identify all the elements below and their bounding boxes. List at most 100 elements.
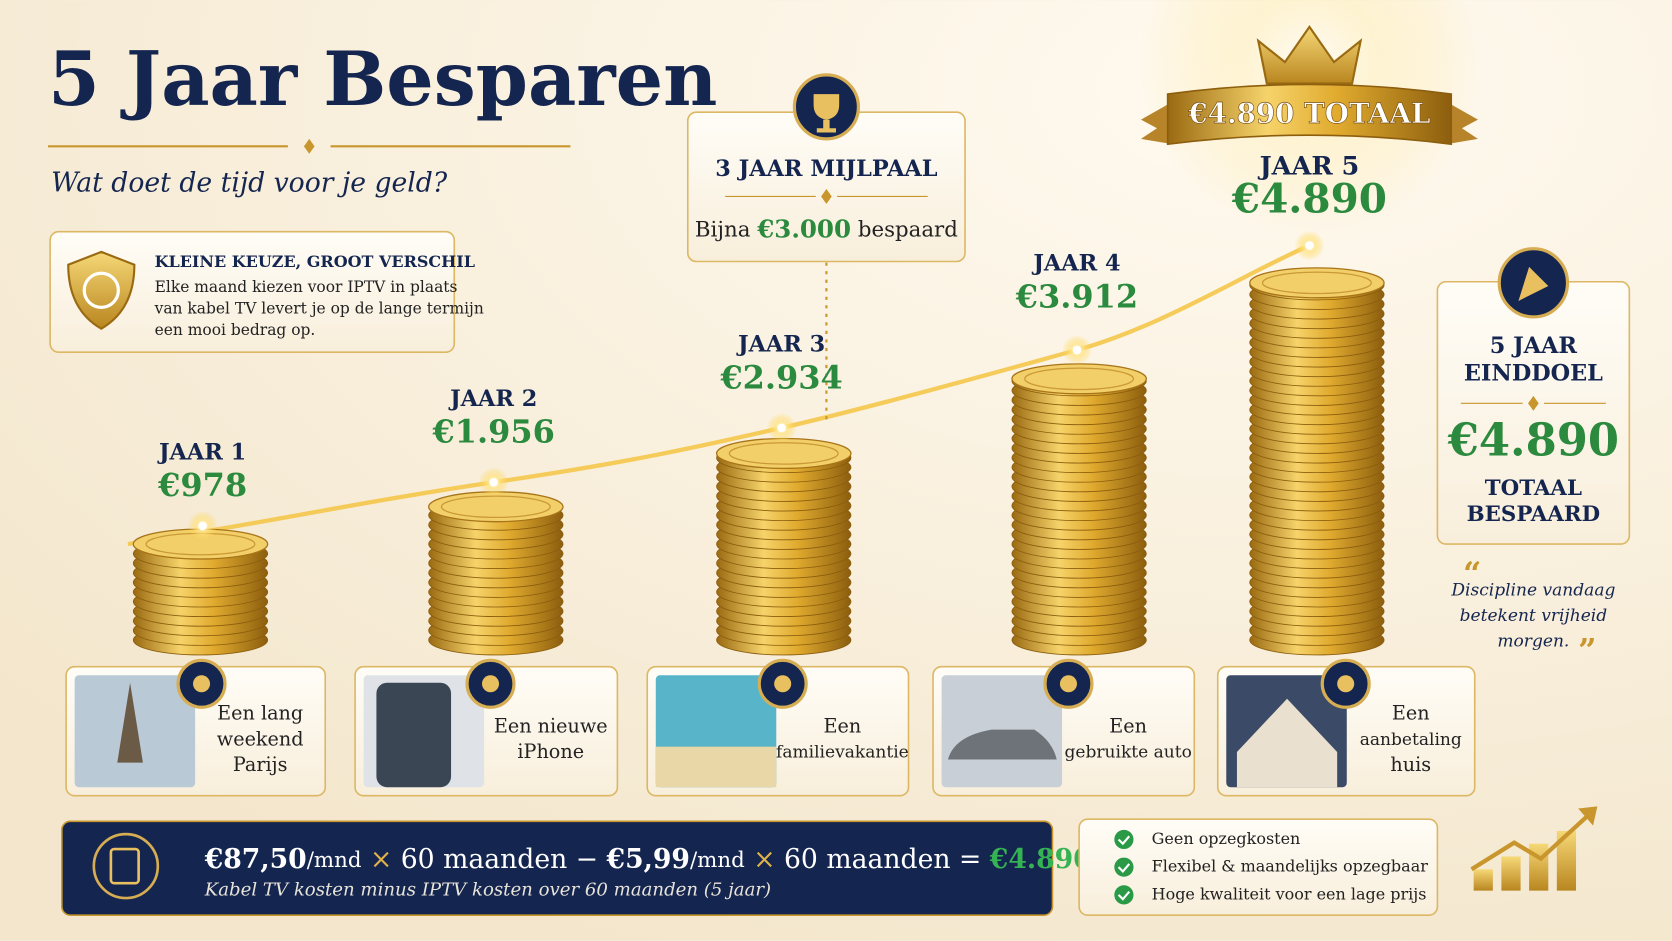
reward-text: Een nieuwe	[494, 714, 608, 737]
formula-box	[61, 820, 1054, 916]
reward-text: Een lang	[217, 702, 303, 725]
icon-mark	[1059, 675, 1077, 693]
year-label: JAAR 4	[1031, 251, 1120, 277]
trophy-icon	[813, 94, 840, 133]
coin-top	[1249, 267, 1385, 299]
coin-inner	[728, 442, 839, 465]
intro-text: Elke maand kiezen voor IPTV in plaats	[155, 278, 458, 296]
reward-text: huis	[1390, 753, 1431, 776]
year-amount: €978	[157, 466, 247, 504]
check	[1114, 857, 1134, 877]
milestone-amount: €3.000	[756, 214, 851, 243]
reward-text: Een	[1109, 714, 1147, 737]
growth-bar	[1501, 856, 1521, 891]
check-mark	[1117, 835, 1131, 846]
growth-bar	[1473, 869, 1493, 891]
shield-icon	[67, 250, 136, 330]
check	[1114, 885, 1134, 905]
milestone-heading: 3 JAAR MIJLPAAL	[715, 156, 938, 182]
curve-dot	[198, 521, 207, 531]
quote-line: morgen.	[1497, 632, 1569, 652]
intro-text: van kabel TV levert je op de lange termi…	[154, 299, 484, 317]
icon-mark	[1337, 675, 1355, 693]
eiffel	[117, 682, 143, 763]
crown	[1256, 25, 1363, 85]
reward-text: Een	[1392, 702, 1430, 725]
intro-text: een mooi bedrag op.	[155, 321, 316, 339]
coin-inner	[1261, 271, 1372, 295]
curve-dot	[777, 423, 786, 433]
diamond	[303, 138, 315, 154]
goal-heading: 5 JAAR	[1490, 333, 1578, 359]
growth-arrowhead	[1578, 806, 1598, 826]
year-label: JAAR 5	[1258, 152, 1360, 182]
phone	[376, 682, 452, 788]
banner-text: €4.890 TOTAAL	[1187, 97, 1430, 130]
quote-line: Discipline vandaag	[1450, 580, 1615, 600]
reward-text: familievakantie	[776, 743, 909, 763]
formula-part: €5,99	[606, 844, 690, 875]
formula-part: /mnd	[307, 847, 362, 872]
reward-text: gebruikte auto	[1064, 743, 1191, 763]
goal-footer: BESPAARD	[1467, 502, 1600, 527]
check	[1114, 829, 1134, 850]
formula: €87,50/mnd × 60 maanden − €5,99/mnd × 60…	[204, 844, 1138, 875]
year-amount: €1.956	[432, 413, 555, 451]
coin-inner	[1024, 367, 1135, 391]
quote-line: betekent vrijheid	[1460, 606, 1608, 626]
coin-stack	[428, 491, 564, 656]
curve-dot	[1072, 345, 1082, 355]
formula-part: /mnd	[690, 847, 745, 872]
formula-caption: Kabel TV kosten minus IPTV kosten over 6…	[204, 880, 771, 901]
beach	[655, 746, 777, 788]
coin-stack	[132, 528, 269, 656]
benefit: Flexibel & maandelijks opzegbaar	[1152, 857, 1429, 876]
reward-text: iPhone	[517, 740, 584, 763]
goal-footer: TOTAAL	[1485, 476, 1582, 501]
growth-arrow	[1470, 811, 1593, 872]
milestone-text: Bijna €3.000 bespaard	[695, 214, 958, 243]
reward-text: weekend	[217, 727, 304, 750]
quote-open: “	[1463, 555, 1481, 593]
party-icon	[1518, 266, 1549, 301]
year-label: JAAR 3	[736, 332, 825, 358]
formula-part: €87,50	[204, 844, 307, 875]
formula-part: 60 maanden	[784, 844, 951, 875]
card	[49, 230, 456, 353]
curve-dot	[1305, 241, 1314, 250]
check-mark	[1117, 863, 1131, 874]
year-amount: €2.934	[719, 358, 842, 396]
house	[1236, 698, 1338, 788]
quote-close: ”	[1578, 631, 1596, 669]
formula-part: ×	[753, 844, 775, 875]
icon-mark	[193, 675, 211, 693]
check-mark	[1117, 891, 1131, 901]
formula-part: =	[959, 844, 981, 875]
subtitle: Wat doet de tijd voor je geld?	[51, 168, 448, 199]
diamond	[821, 188, 832, 204]
curve-dot	[489, 477, 498, 487]
year-amount: €3.912	[1015, 277, 1138, 315]
coin-stack	[715, 437, 852, 656]
reward-text: aanbetaling	[1360, 730, 1462, 750]
formula-part: ×	[370, 844, 392, 875]
benefit: Hoge kwaliteit voor een lage prijs	[1152, 884, 1427, 903]
calc-icon	[92, 832, 160, 900]
intro-heading: KLEINE KEUZE, GROOT VERSCHIL	[155, 252, 475, 271]
card	[1078, 818, 1439, 916]
formula-part: 60 maanden	[401, 844, 568, 875]
benefit: Geen opzegkosten	[1152, 829, 1301, 848]
icon-mark	[481, 675, 500, 693]
goal-heading: EINDDOEL	[1464, 361, 1603, 387]
car	[947, 729, 1057, 760]
title: 5 Jaar Besparen	[48, 35, 717, 123]
banner	[1166, 83, 1453, 146]
year-label: JAAR 2	[448, 386, 537, 412]
year-label: JAAR 1	[157, 439, 246, 465]
growth-bar	[1529, 843, 1549, 891]
shield-coin	[82, 271, 120, 309]
growth-bar	[1556, 830, 1577, 891]
reward-text: Een	[824, 714, 862, 737]
